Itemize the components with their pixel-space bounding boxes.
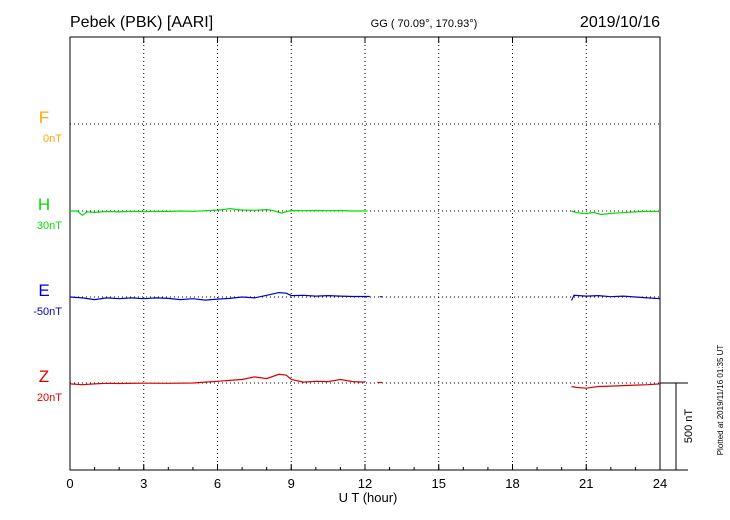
station-coords: GG ( 70.09°, 170.93°)	[371, 18, 478, 30]
scale-bar-label: 500 nT	[683, 409, 695, 444]
channel-e-name: E	[38, 281, 49, 300]
x-tick-label: 24	[653, 476, 667, 491]
channel-h-offset: 30nT	[37, 220, 62, 232]
series-e-line	[570, 294, 661, 301]
x-tick-label: 12	[358, 476, 372, 491]
x-tick-label: 9	[288, 476, 295, 491]
x-axis-label: U T (hour)	[339, 490, 398, 505]
scale-bar: 500 nT	[660, 382, 695, 471]
x-tick-label: 6	[214, 476, 221, 491]
channel-h-name: H	[38, 195, 50, 214]
series-h-line	[571, 210, 661, 216]
plotted-note: Plotted at 2019/11/16 01:35 UT	[716, 345, 725, 456]
channel-f-offset: 0nT	[43, 133, 62, 145]
series-z-line	[69, 373, 366, 386]
series-h-line	[70, 207, 368, 217]
chart-date: 2019/10/16	[580, 14, 660, 31]
channel-z-offset: 20nT	[37, 392, 62, 404]
channel-z-name: Z	[39, 367, 49, 386]
x-tick-label: 21	[579, 476, 593, 491]
x-tick-label: 15	[432, 476, 446, 491]
channel-e-offset: -50nT	[33, 306, 62, 318]
grid-lines	[70, 37, 660, 470]
station-title: Pebek (PBK) [AARI]	[70, 14, 213, 31]
x-tick-label: 0	[66, 476, 73, 491]
x-axis-ticks: 0 3 6 9 12 15 18 21 24	[66, 37, 667, 491]
series-group	[69, 207, 661, 389]
channel-f-name: F	[39, 108, 49, 127]
series-e-line	[69, 291, 370, 301]
channel-labels: F 0nT H 30nT E -50nT Z 20nT	[33, 108, 62, 404]
x-tick-label: 18	[505, 476, 519, 491]
x-tick-label: 3	[140, 476, 147, 491]
series-z-line	[571, 383, 661, 389]
